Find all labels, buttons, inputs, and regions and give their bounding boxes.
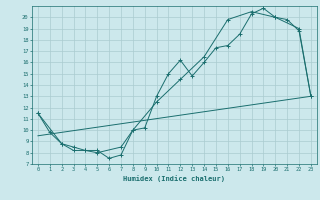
X-axis label: Humidex (Indice chaleur): Humidex (Indice chaleur) bbox=[124, 175, 225, 182]
